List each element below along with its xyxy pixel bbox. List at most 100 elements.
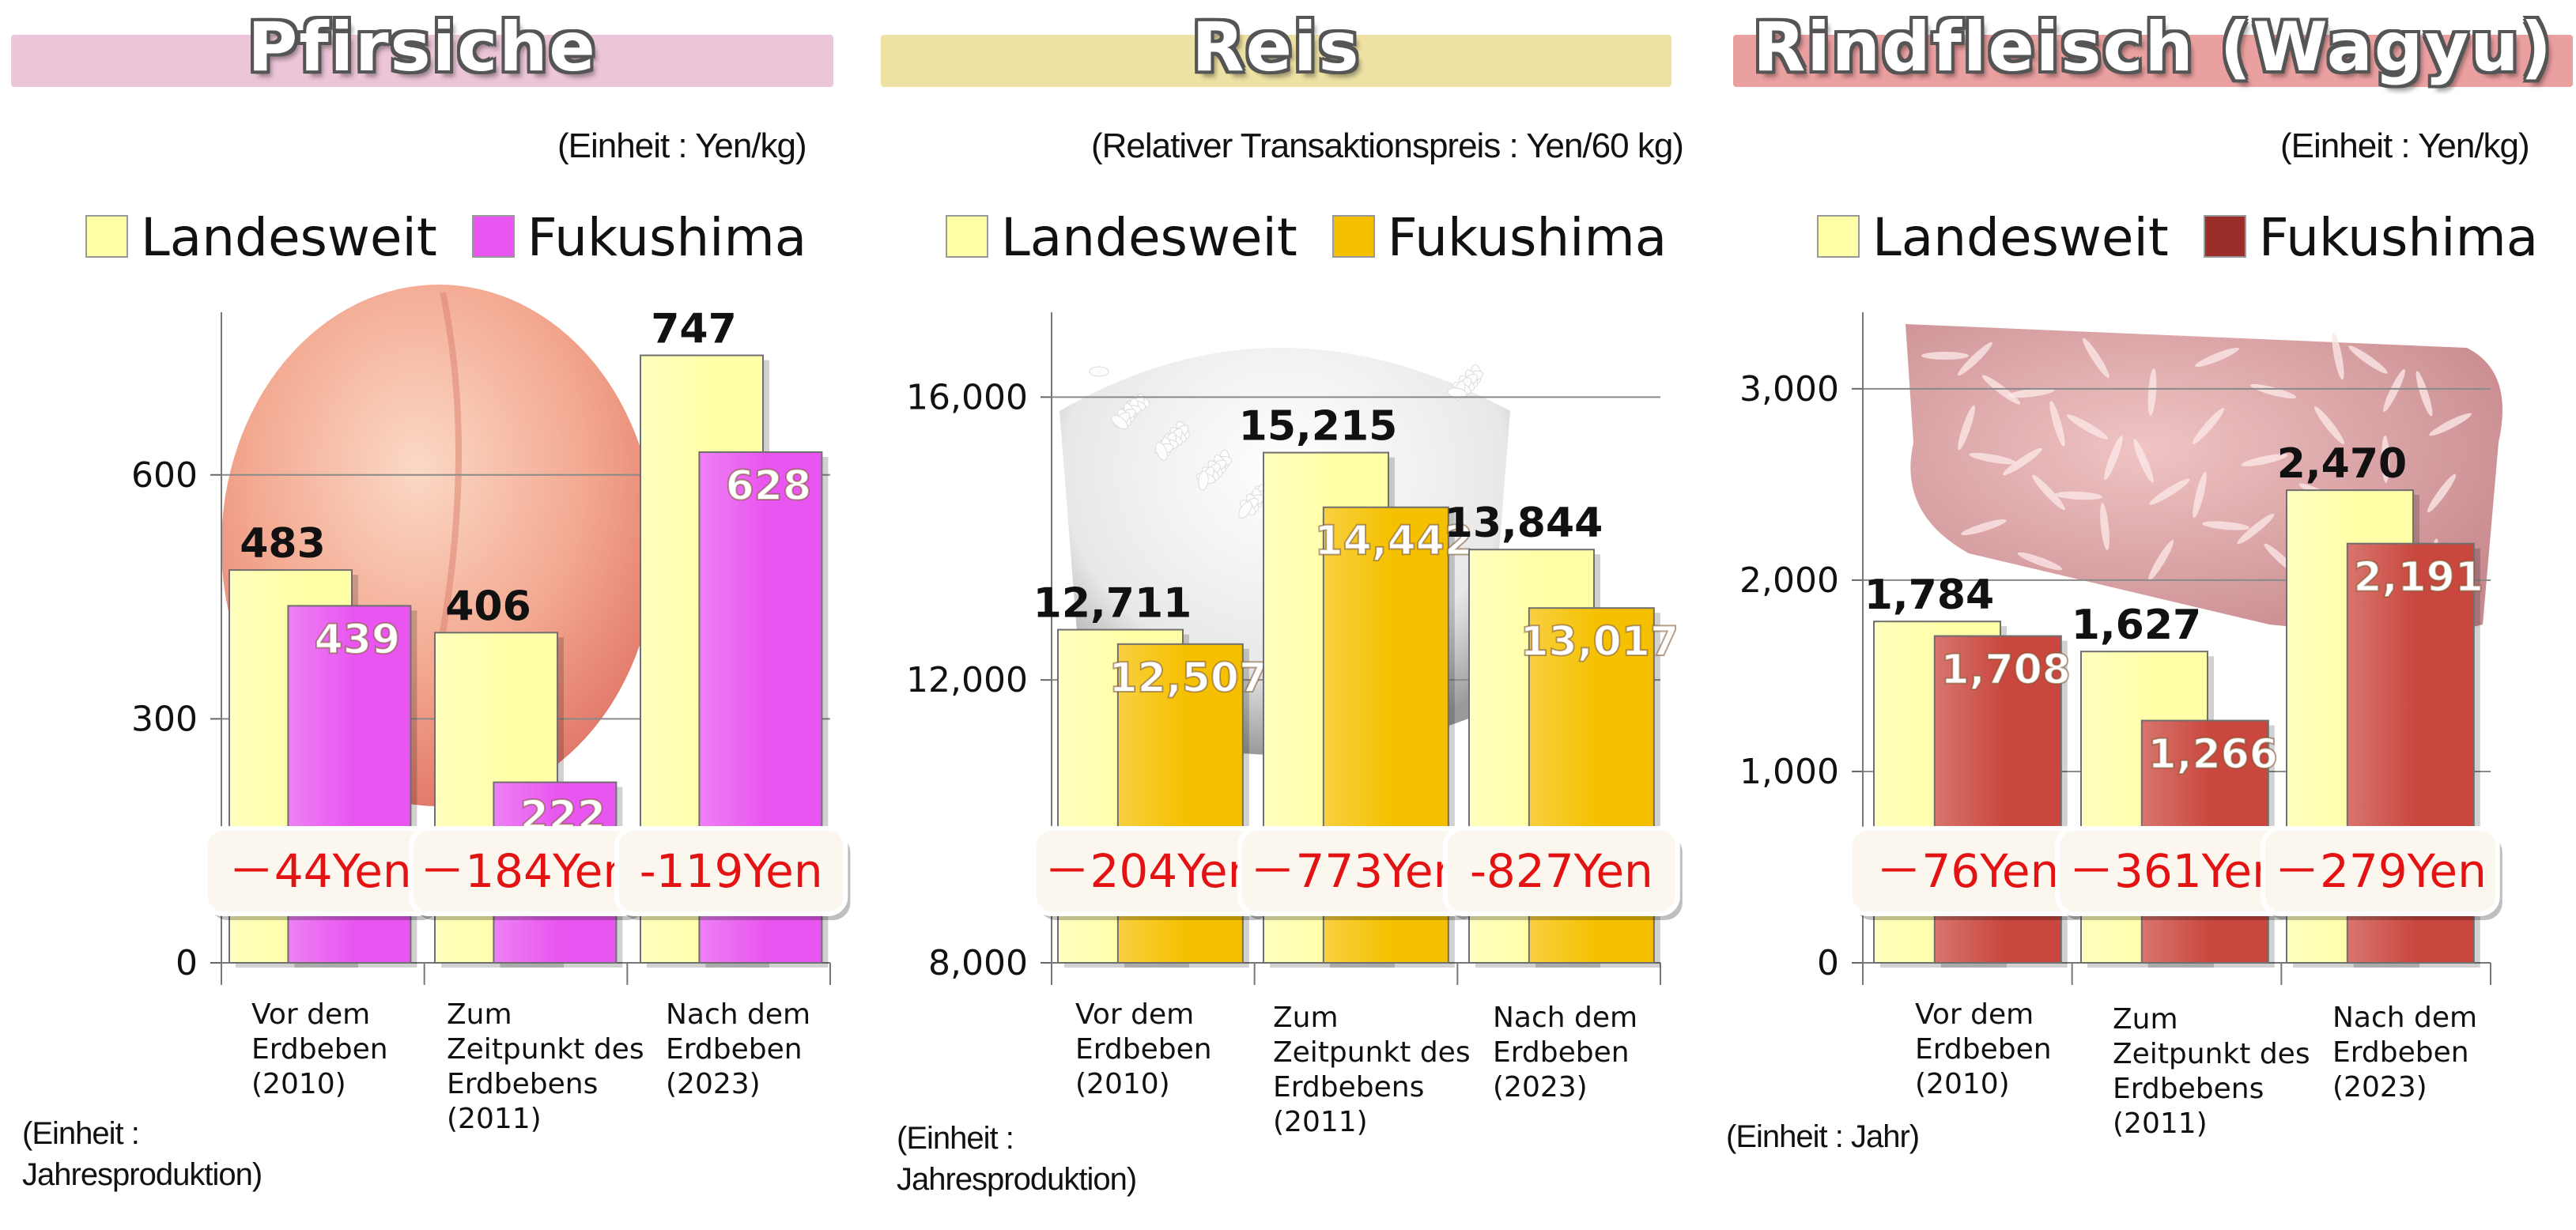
beef-marbling [2017,552,2063,571]
legend: Landesweit Fukushima [946,207,1702,270]
data-label-landesweit: 15,215 [1239,403,1398,451]
data-label-landesweit: 2,470 [2277,440,2407,488]
x-category-label-1: Zum Zeitpunkt des Erdbebens (2011) [2113,1003,2310,1140]
legend-label-landesweit: Landesweit [1872,207,2169,268]
legend: Landesweit Fukushima [85,207,841,270]
legend-swatch-landesweit [1817,214,1860,258]
data-label-landesweit: 1,784 [1864,572,1994,619]
chart-title: Reis [1192,8,1361,87]
beef-marbling [2314,406,2344,444]
beef-marbling [2083,338,2110,379]
beef-marbling [2147,368,2157,416]
rice-grain [1155,442,1168,461]
beef-marbling [1958,341,1992,376]
title-banner [881,35,1671,87]
rice-grain [1089,366,1109,377]
x-category-label-1: Zum Zeitpunkt des Erdbebens (2011) [447,998,644,1135]
data-label-fukushima: 14,442 [1315,518,1474,565]
difference-label: －184Yen [419,844,632,898]
legend-swatch-landesweit [946,214,988,258]
x-category-label-2: Nach dem Erdbeben (2023) [1493,1002,1638,1104]
data-label-fukushima: 12,507 [1109,655,1268,702]
beef-marbling [2237,513,2275,545]
data-label-landesweit: 483 [240,520,326,568]
beef-marbling [2104,435,2123,481]
title-banner [1733,35,2573,87]
data-label-landesweit: 13,844 [1445,500,1603,547]
data-label-fukushima: 439 [315,616,401,663]
y-tick-label: 3,000 [1739,369,1839,409]
panel-pfirsiche: Pfirsiche (Einheit : Yen/kg) Landesweit F… [0,0,851,1230]
x-category-label-0: Vor dem Erdbeben (2010) [1915,998,2052,1100]
x-category-label-0: Vor dem Erdbeben (2010) [251,998,388,1100]
rice-grain [1238,501,1252,519]
beef-marbling [1969,452,2016,465]
legend-swatch-fukushima [471,214,515,258]
data-label-landesweit: 406 [445,583,531,630]
legend-swatch-fukushima [1331,214,1375,258]
beef-marbling [2348,345,2388,374]
y-tick-label: 0 [176,943,198,983]
beef-marbling [2008,387,2055,398]
legend: Landesweit Fukushima [1817,207,2573,270]
beef-marbling [1961,519,2007,535]
x-category-label-2: Nach dem Erdbeben (2023) [666,998,811,1100]
x-category-label-2: Nach dem Erdbeben (2023) [2332,1002,2478,1104]
panel-reis: Reis (Relativer Transaktionspreis : Yen/… [862,0,1684,1230]
legend-item-landesweit: Landesweit [85,207,437,268]
beef-marbling [2429,413,2472,436]
beef-marbling [2202,521,2249,530]
beef-marbling [2100,503,2110,550]
legend-label-fukushima: Fukushima [1387,207,1668,268]
legend-label-landesweit: Landesweit [1001,207,1297,268]
legend-label-fukushima: Fukushima [527,207,807,268]
beef-marbling [2002,447,2043,476]
legend-item-fukushima: Fukushima [471,207,807,268]
beef-marbling [2383,368,2405,413]
data-label-fukushima: 1,708 [1941,647,2071,694]
chart-title: Pfirsiche [247,8,597,87]
difference-label: －773Yen [1249,844,1462,898]
y-tick-label: 8,000 [928,943,1028,983]
beef-marbling [2192,408,2225,444]
difference-label: －204Yen [1044,844,1256,898]
difference-label: －44Yen [229,844,412,898]
unit-label: (Einheit : Yen/kg) [557,126,807,165]
bar-chart-pfirsiche: 0300600483439－44Yen406222－184Yen747628-1… [131,285,851,985]
data-label-fukushima: 628 [726,462,812,510]
difference-label: －76Yen [1875,844,2059,898]
data-label-landesweit: 747 [651,306,737,353]
legend-label-fukushima: Fukushima [2258,207,2539,268]
difference-label: －361Yen [2068,844,2281,898]
difference-label: -827Yen [1470,844,1653,898]
beef-marbling [2066,414,2109,440]
x-category-label-0: Vor dem Erdbeben (2010) [1075,998,1212,1100]
beef-marbling [2133,439,2154,483]
footnote: (Einheit : Jahresproduktion) [897,1121,1137,1197]
bar-chart-rindfleisch: 0 1,000 2,000 3,000 1,784 1,708 －76Yen 1,627 1,2… [1739,312,2502,985]
beef-marbling [2193,471,2207,519]
beef-marbling [2332,333,2344,380]
data-label-landesweit: 1,627 [2072,602,2201,649]
beef-marbling [2055,491,2102,500]
beef-marbling [2381,436,2390,483]
bar-chart-reis: 8,000 12,000 16,000 12,711 12,507 －204Yen 15,2… [906,312,1683,985]
difference-callout [2261,826,2500,916]
y-tick-label: 2,000 [1739,560,1839,601]
beef-marbling [2241,454,2288,466]
difference-label: -119Yen [640,844,823,898]
legend-item-fukushima: Fukushima [1331,207,1668,268]
beef-marbling [2147,540,2174,581]
y-tick-label: 1,000 [1739,752,1839,792]
y-tick-label: 600 [131,455,198,496]
title-banner [11,35,833,87]
beef-marbling [2149,478,2190,505]
difference-callout [614,826,848,916]
beef-marbling [2427,474,2457,513]
difference-callout [1443,826,1680,916]
beef-marbling [2415,371,2433,417]
beef-marbling [2195,347,2239,368]
rice-grain [1111,414,1128,430]
data-label-landesweit: 12,711 [1033,580,1192,628]
peach-crease [440,292,462,633]
